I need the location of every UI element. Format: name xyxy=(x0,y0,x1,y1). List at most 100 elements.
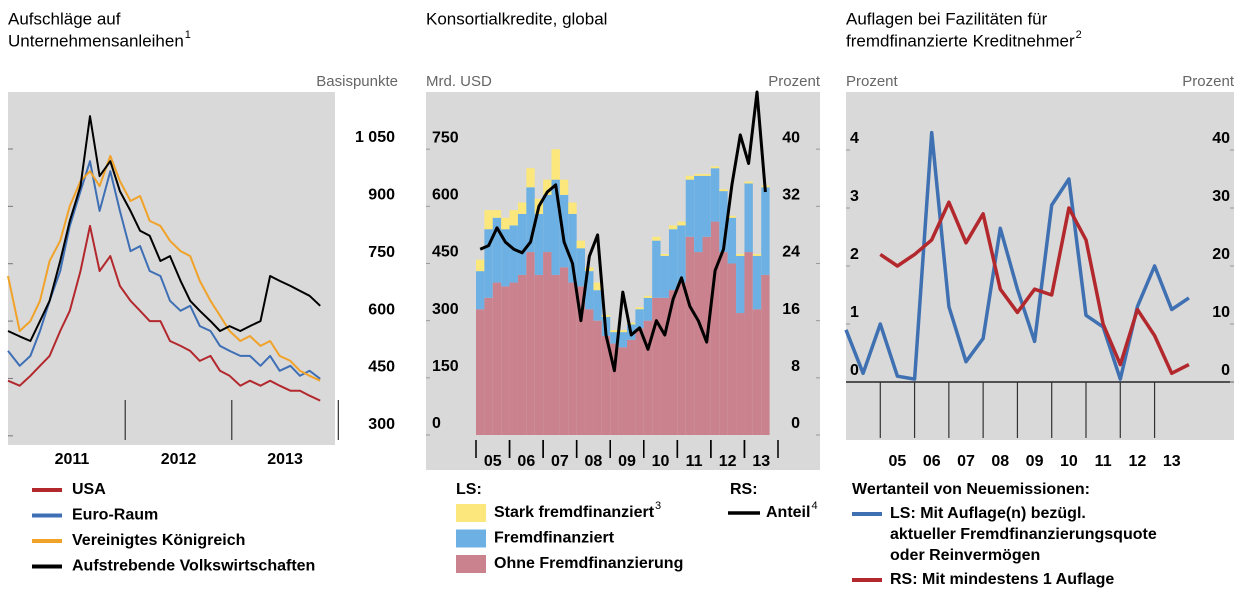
y-tick-label: 900 xyxy=(368,187,395,204)
x-tick-label: 13 xyxy=(1163,453,1181,470)
bar-segment xyxy=(526,187,535,253)
title-note: 2 xyxy=(1076,29,1082,41)
bar-segment xyxy=(484,210,493,230)
bar-segment xyxy=(610,343,619,435)
bar-segment xyxy=(576,240,586,249)
legend-label: Aufstrebende Volkswirtschaften xyxy=(72,558,315,575)
bar-segment xyxy=(736,253,745,256)
y-axis-label: Basispunkte xyxy=(316,73,398,90)
legend-label: aktueller Fremdfinanzierungsquote xyxy=(890,526,1157,543)
chart-title: fremdfinanzierte Kreditnehmer xyxy=(846,31,1075,50)
bar-segment xyxy=(660,297,669,435)
y-tick-label: 1 050 xyxy=(355,129,395,146)
bar-segment xyxy=(559,194,569,268)
y-tick-label: 600 xyxy=(432,187,459,204)
bar-segment xyxy=(501,217,510,230)
series-line xyxy=(7,160,321,380)
y-tick-label: 150 xyxy=(432,358,459,375)
legend-note: 4 xyxy=(811,500,817,512)
y-tick-label: 0 xyxy=(432,415,441,432)
x-tick-label: 09 xyxy=(618,453,636,470)
chart-title: Konsortialkredite, global xyxy=(426,9,607,28)
bar-segment xyxy=(668,225,678,230)
y2-tick-label: 8 xyxy=(791,358,800,375)
y-tick-label: 3 xyxy=(850,188,859,205)
series-line xyxy=(7,154,321,382)
bar-segment xyxy=(744,181,753,184)
y2-tick-label: 20 xyxy=(1212,246,1230,263)
legend-swatch xyxy=(456,529,486,548)
legend-label: Anteil xyxy=(766,504,810,521)
bar-segment xyxy=(601,335,611,435)
x-tick-label: 08 xyxy=(585,453,603,470)
x-tick-label: 2011 xyxy=(55,451,90,468)
bar-segment xyxy=(736,255,745,314)
bar-segment xyxy=(585,309,594,435)
bar-segment xyxy=(476,271,485,310)
bar-segment xyxy=(643,295,653,298)
bar-segment xyxy=(585,271,594,310)
bar-segment xyxy=(593,282,602,291)
legend-title: RS: xyxy=(730,481,758,498)
bar-segment xyxy=(652,297,661,435)
bar-segment xyxy=(551,179,560,275)
bar-segment xyxy=(559,179,569,195)
bar-segment xyxy=(517,213,527,275)
legend-label: oder Reinvermögen xyxy=(890,547,1040,564)
bar-segment xyxy=(593,290,602,321)
bar-segment xyxy=(509,282,518,435)
bar-segment xyxy=(484,229,493,298)
bar-segment xyxy=(727,217,737,264)
bar-segment xyxy=(484,297,493,435)
y-tick-label: 300 xyxy=(368,416,395,433)
legend-label: LS: Mit Auflage(n) bezügl. xyxy=(890,505,1086,522)
bar-segment xyxy=(685,179,695,237)
y2-axis-label: Prozent xyxy=(1182,73,1235,90)
bar-segment xyxy=(727,215,737,218)
bar-segment xyxy=(752,253,762,256)
legend-label: Stark fremdfinanziert xyxy=(494,504,655,521)
bar-segment xyxy=(618,347,627,435)
bar-segment xyxy=(744,183,753,253)
series-line xyxy=(879,200,1190,376)
bar-segment xyxy=(694,252,703,435)
bar-segment xyxy=(702,175,711,237)
bar-segment xyxy=(685,175,695,180)
bar-segment xyxy=(517,202,527,214)
bar-segment xyxy=(635,328,644,435)
bar-segment xyxy=(660,253,669,256)
bar-segment xyxy=(568,202,577,214)
bar-segment xyxy=(576,248,586,287)
bar-segment xyxy=(618,330,627,333)
y2-tick-label: 32 xyxy=(782,187,800,204)
bar-segment xyxy=(568,213,577,283)
bar-segment xyxy=(551,274,560,435)
y2-axis-label: Prozent xyxy=(768,73,821,90)
bar-segment xyxy=(593,320,602,435)
bar-segment xyxy=(635,309,644,329)
y-tick-label: 450 xyxy=(368,359,395,376)
series-line xyxy=(7,224,321,402)
bar-segment xyxy=(526,168,535,188)
bar-segment xyxy=(702,173,711,176)
bar-segment xyxy=(694,175,703,253)
bar-segment xyxy=(610,332,619,344)
x-tick-label: 13 xyxy=(752,453,770,470)
plot-area xyxy=(846,92,1234,440)
x-tick-label: 10 xyxy=(1060,453,1078,470)
x-tick-label: 06 xyxy=(517,453,535,470)
x-tick-label: 12 xyxy=(1129,453,1147,470)
bar-segment xyxy=(752,255,762,310)
bar-segment xyxy=(501,286,510,435)
bar-segment xyxy=(660,255,669,298)
x-tick-label: 08 xyxy=(991,453,1009,470)
bar-segment xyxy=(585,267,594,272)
y2-tick-label: 30 xyxy=(1212,188,1230,205)
legend-label: Vereinigtes Königreich xyxy=(72,532,245,549)
x-tick-label: 12 xyxy=(719,453,737,470)
bar-segment xyxy=(509,225,518,283)
bar-segment xyxy=(710,166,720,169)
y2-tick-label: 40 xyxy=(1212,130,1230,147)
bar-segment xyxy=(526,252,535,435)
